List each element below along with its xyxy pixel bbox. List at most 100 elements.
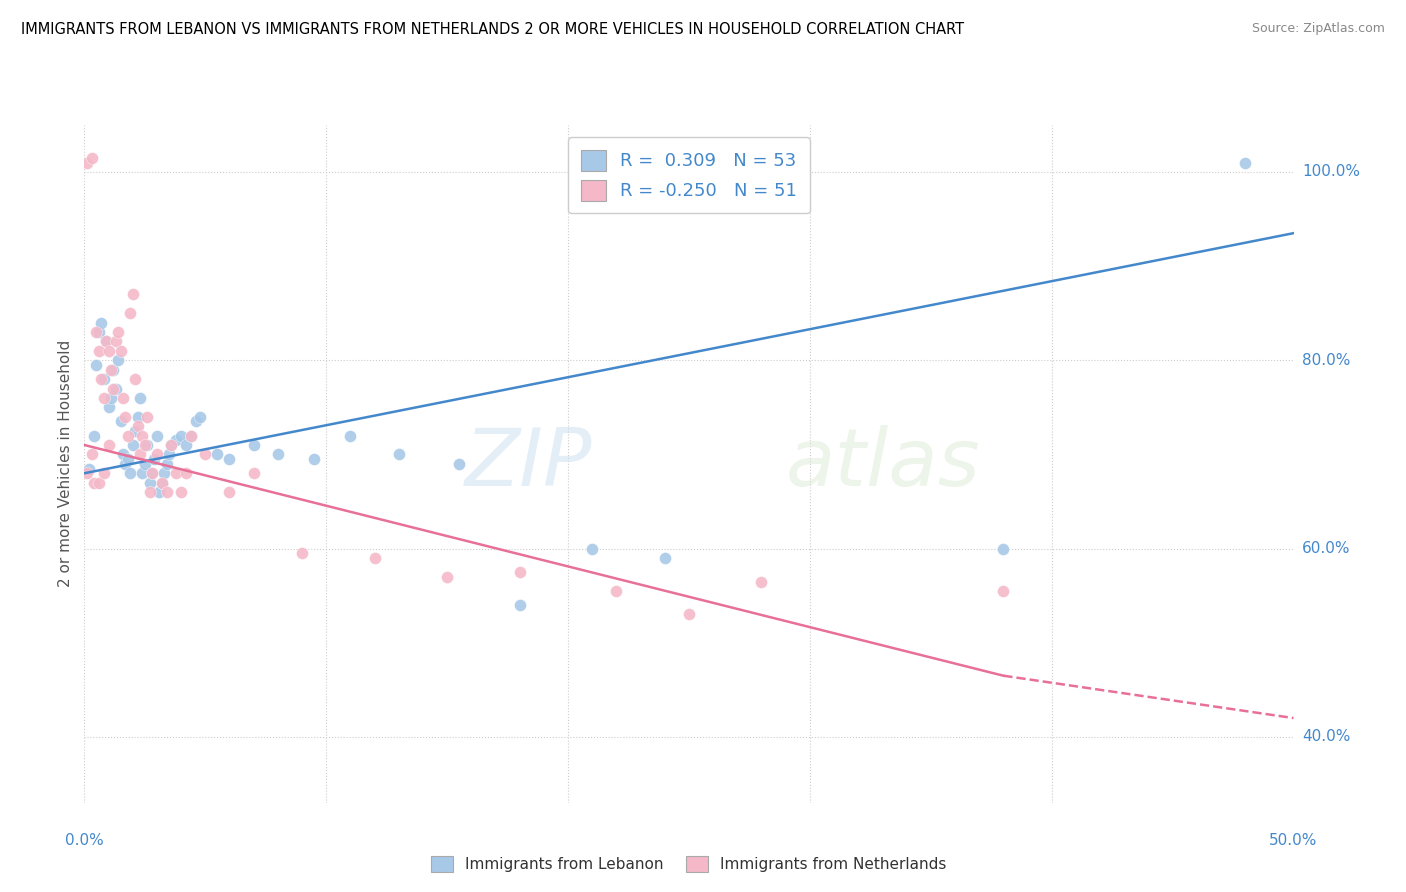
Point (112, 447, 135, 461)
Point (76, 467, 98, 481)
Point (141, 467, 163, 481)
Point (436, 570, 458, 584)
Point (146, 428, 169, 442)
Point (180, 428, 202, 442)
Text: IMMIGRANTS FROM LEBANON VS IMMIGRANTS FROM NETHERLANDS 2 OR MORE VEHICLES IN HOU: IMMIGRANTS FROM LEBANON VS IMMIGRANTS FR… (21, 22, 965, 37)
Point (993, 541, 1015, 556)
Point (103, 362, 125, 376)
Point (302, 452, 325, 467)
Point (100, 391, 122, 405)
Point (76, 155, 98, 169)
Point (86, 358, 108, 372)
Point (131, 428, 153, 442)
Point (155, 485, 177, 500)
Text: 0.0%: 0.0% (65, 833, 104, 848)
Point (90, 316, 112, 330)
Point (170, 485, 193, 500)
Point (107, 353, 129, 368)
Point (104, 382, 127, 396)
Point (150, 475, 173, 490)
Point (134, 457, 156, 471)
Point (339, 428, 361, 442)
Point (143, 452, 166, 467)
Point (165, 434, 187, 448)
Point (751, 574, 773, 589)
Point (110, 415, 132, 429)
Point (87, 343, 110, 358)
Y-axis label: 2 or more Vehicles in Household: 2 or more Vehicles in Household (58, 340, 73, 588)
Point (388, 447, 411, 461)
Point (124, 424, 146, 438)
Legend: R =  0.309   N = 53, R = -0.250   N = 51: R = 0.309 N = 53, R = -0.250 N = 51 (568, 137, 810, 213)
Point (174, 438, 197, 452)
Point (97, 343, 120, 358)
Point (110, 343, 132, 358)
Point (605, 584, 627, 599)
Point (678, 607, 700, 622)
Point (129, 447, 152, 461)
Point (138, 485, 160, 500)
Point (155, 457, 177, 471)
Point (1234, 155, 1257, 169)
Point (83, 428, 105, 442)
Point (93, 391, 115, 405)
Point (146, 447, 169, 461)
Text: 80.0%: 80.0% (1302, 352, 1350, 368)
Point (87, 325, 110, 339)
Point (654, 551, 676, 566)
Point (104, 334, 127, 349)
Point (117, 428, 139, 442)
Point (581, 541, 603, 556)
Point (136, 409, 159, 424)
Point (131, 467, 153, 481)
Point (129, 391, 152, 405)
Point (267, 447, 290, 461)
Text: 100.0%: 100.0% (1302, 164, 1360, 179)
Point (218, 452, 240, 467)
Point (127, 419, 149, 434)
Point (114, 457, 136, 471)
Point (134, 438, 156, 452)
Point (157, 447, 180, 461)
Point (114, 409, 136, 424)
Point (160, 438, 183, 452)
Point (509, 565, 531, 579)
Point (291, 546, 314, 560)
Point (207, 447, 229, 461)
Point (87, 475, 110, 490)
Point (993, 584, 1015, 599)
Legend: Immigrants from Lebanon, Immigrants from Netherlands: Immigrants from Lebanon, Immigrants from… (423, 848, 955, 880)
Point (136, 438, 159, 452)
Point (242, 467, 264, 481)
Text: ZIP: ZIP (465, 425, 592, 503)
Point (121, 438, 143, 452)
Point (112, 391, 135, 405)
Point (153, 467, 176, 481)
Point (80, 447, 103, 461)
Point (449, 457, 471, 471)
Text: Source: ZipAtlas.com: Source: ZipAtlas.com (1251, 22, 1385, 36)
Point (103, 382, 125, 396)
Point (83, 475, 105, 490)
Point (80, 151, 103, 165)
Point (100, 362, 122, 376)
Point (124, 372, 146, 386)
Point (165, 467, 187, 481)
Point (107, 325, 129, 339)
Point (120, 467, 142, 481)
Point (194, 447, 217, 461)
Point (218, 485, 240, 500)
Point (97, 401, 120, 415)
Point (127, 409, 149, 424)
Point (121, 287, 143, 301)
Point (184, 415, 207, 429)
Point (86, 325, 108, 339)
Point (77, 461, 100, 475)
Point (160, 438, 183, 452)
Point (94, 334, 117, 349)
Point (120, 306, 142, 320)
Point (174, 467, 197, 481)
Point (117, 452, 139, 467)
Point (138, 475, 160, 490)
Point (170, 428, 193, 442)
